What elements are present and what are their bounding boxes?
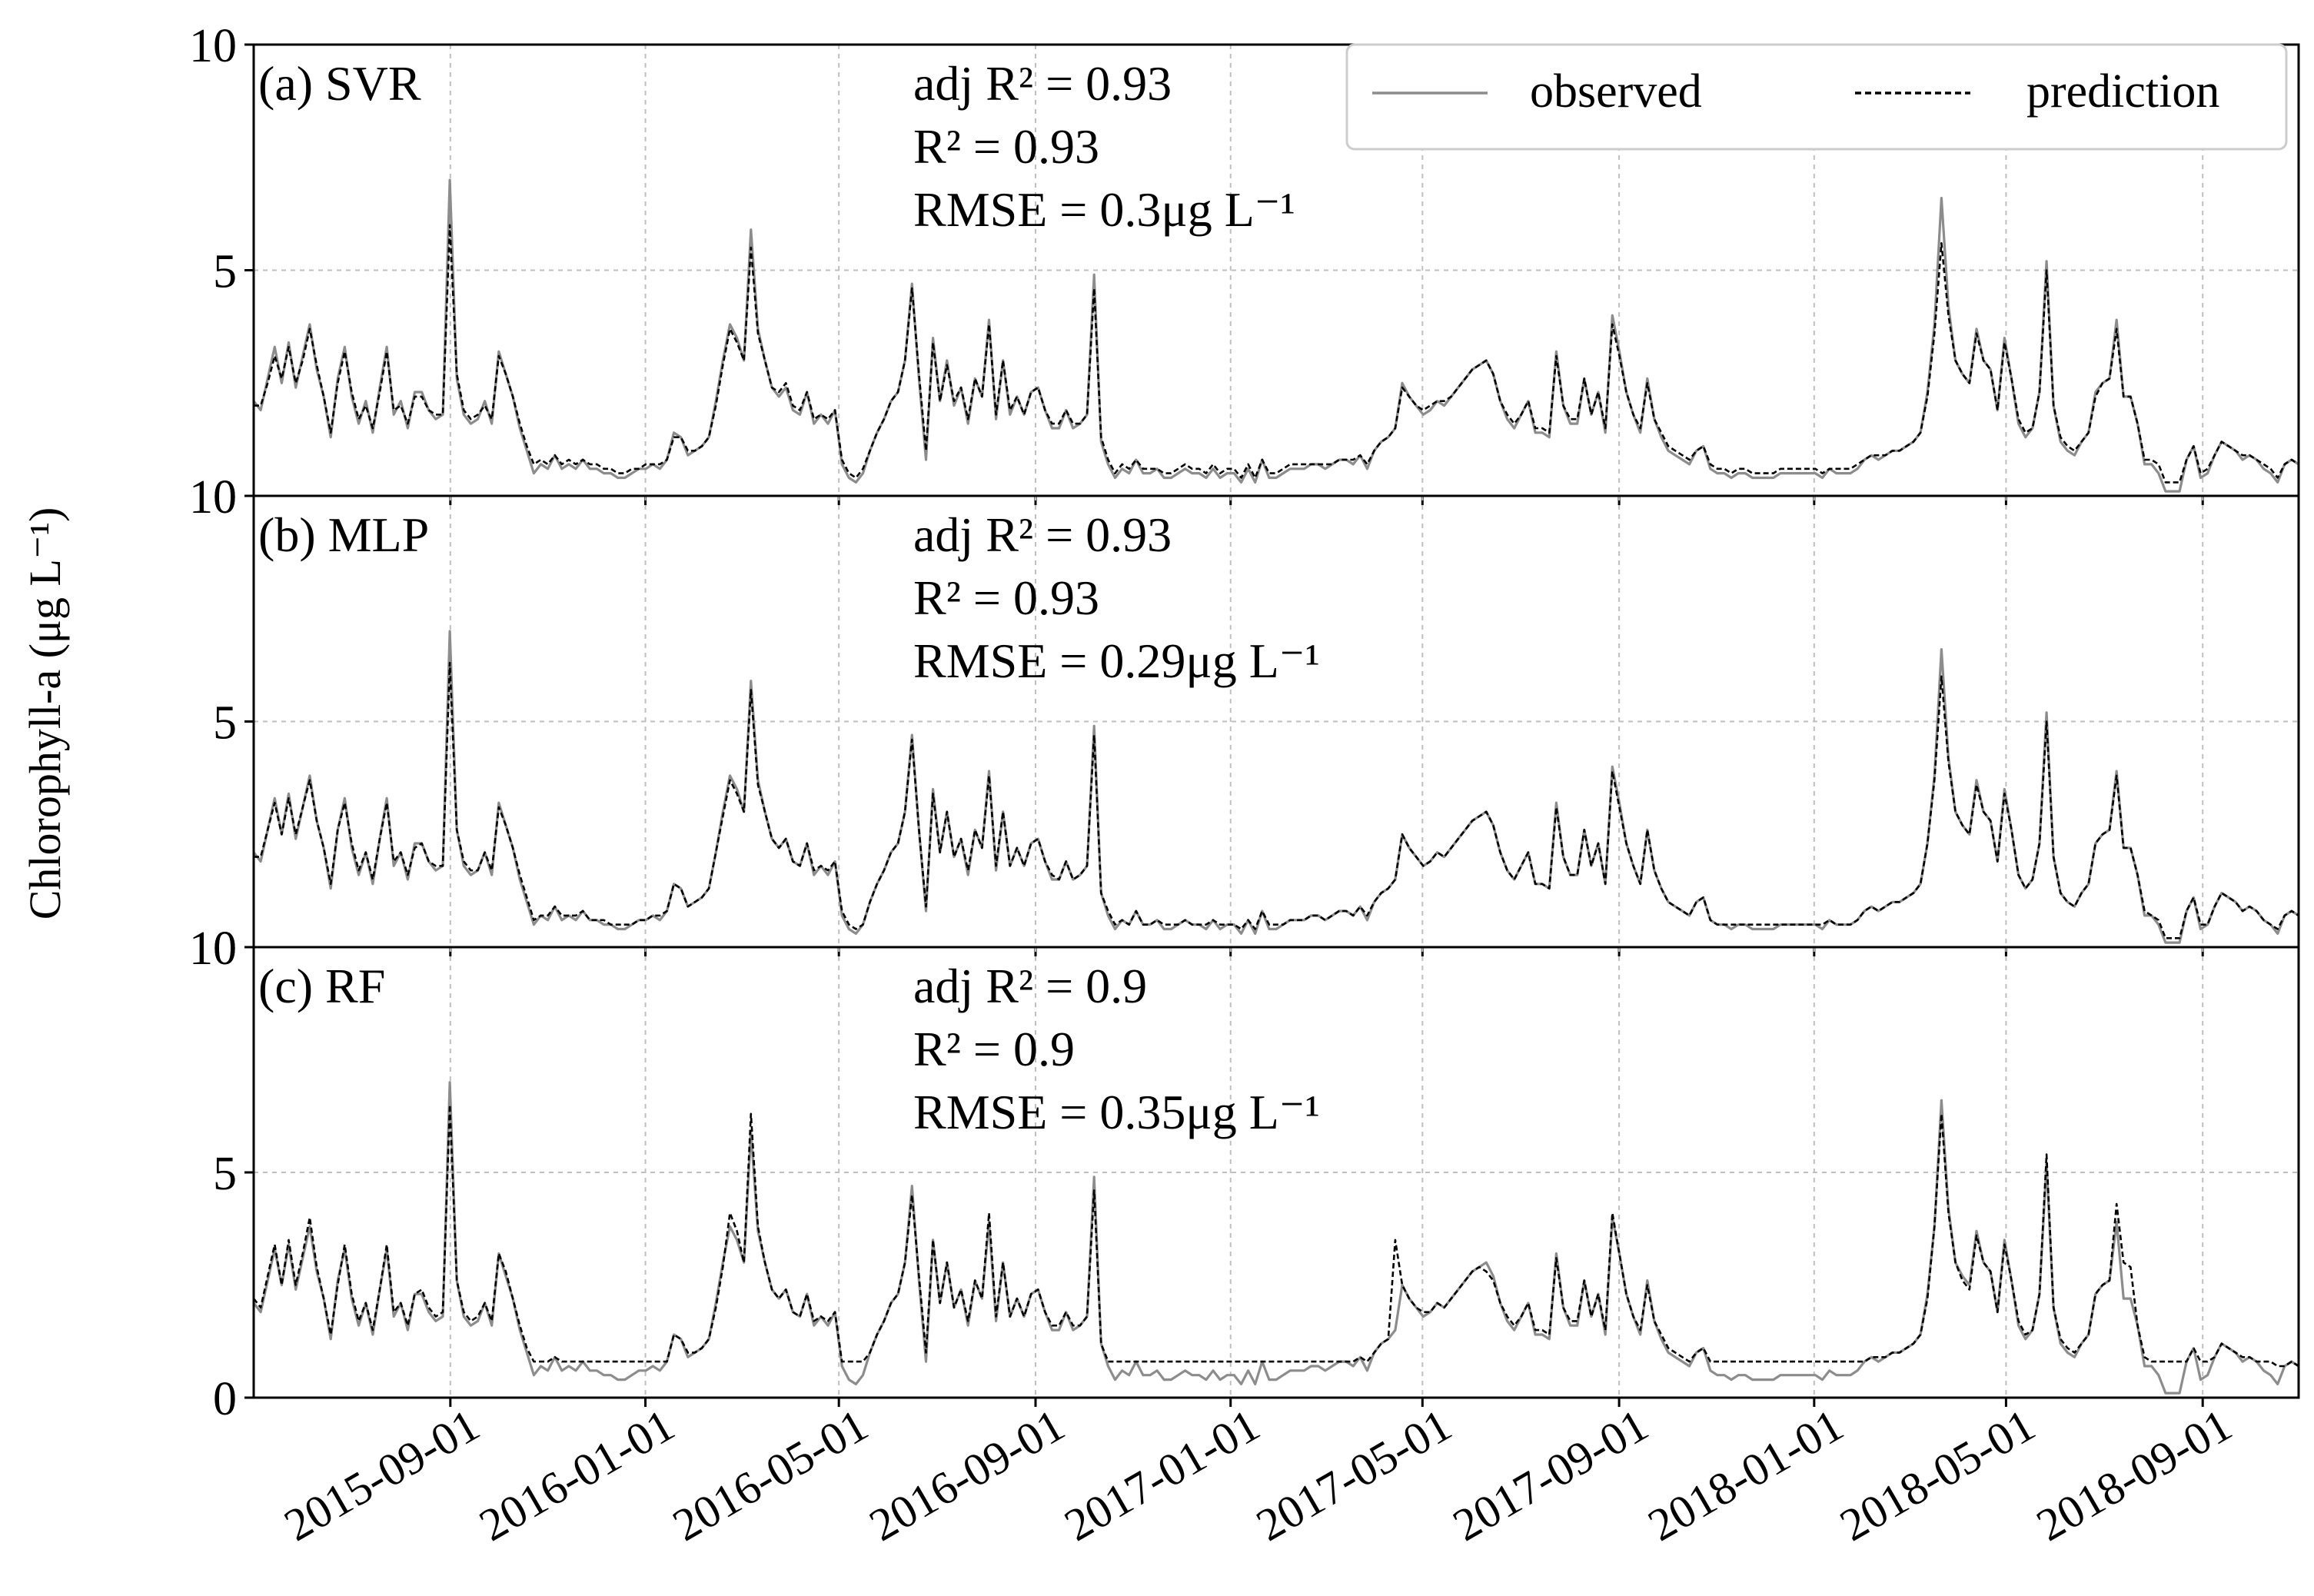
stat-adj-r2: adj R² = 0.93 bbox=[913, 507, 1172, 562]
y-tick-label: 10 bbox=[189, 471, 237, 524]
y-tick-label: 5 bbox=[213, 1148, 237, 1200]
stat-rmse: RMSE = 0.35μg L⁻¹ bbox=[913, 1085, 1320, 1139]
stat-adj-r2: adj R² = 0.9 bbox=[913, 959, 1147, 1013]
stat-r2: R² = 0.93 bbox=[913, 570, 1099, 625]
x-tick-labels: 2015-09-012016-01-012016-05-012016-09-01… bbox=[276, 1399, 2240, 1551]
x-tick-label: 2017-09-01 bbox=[1445, 1399, 1656, 1551]
panel-svr: 10 5 10 (a) SVR adj R² = 0.93 R² = 0.93 RMSE =… bbox=[189, 20, 2300, 524]
stat-rmse: RMSE = 0.29μg L⁻¹ bbox=[913, 633, 1320, 688]
stat-r2: R² = 0.9 bbox=[913, 1022, 1075, 1076]
x-tick-label: 2018-01-01 bbox=[1640, 1399, 1851, 1551]
stat-r2: R² = 0.93 bbox=[913, 119, 1099, 174]
y-tick-label: 10 bbox=[189, 923, 237, 975]
x-tick-label: 2016-09-01 bbox=[861, 1399, 1072, 1551]
x-tick-label: 2017-01-01 bbox=[1056, 1399, 1268, 1551]
y-axis-label: Chlorophyll-a (μg L⁻¹) bbox=[20, 507, 70, 920]
observed-series-line bbox=[252, 178, 2299, 493]
panel-rf: 0 5 10 (c) RF adj R² = 0.9 R² = 0.9 RMSE = 0.3… bbox=[189, 923, 2300, 1425]
panel-label: (c) RF bbox=[258, 959, 385, 1013]
y-tick-label: 10 bbox=[189, 471, 237, 524]
x-tick-label: 2016-01-01 bbox=[471, 1399, 683, 1551]
legend: observed prediction bbox=[1345, 43, 2288, 151]
y-tick-label: 10 bbox=[189, 923, 237, 975]
panel-label: (b) MLP bbox=[258, 507, 429, 562]
x-tick-label: 2015-09-01 bbox=[276, 1399, 487, 1551]
stat-adj-r2: adj R² = 0.93 bbox=[913, 56, 1172, 111]
y-tick-label: 0 bbox=[213, 1373, 237, 1425]
y-tick-label: 5 bbox=[213, 246, 237, 298]
x-tick-label: 2017-05-01 bbox=[1248, 1399, 1459, 1551]
x-tick-label: 2018-05-01 bbox=[1831, 1399, 2043, 1551]
prediction-series-line bbox=[254, 661, 2299, 939]
legend-box bbox=[1345, 43, 2288, 151]
x-tick-label: 2018-09-01 bbox=[2028, 1399, 2239, 1551]
prediction-series-line bbox=[254, 224, 2299, 484]
legend-observed-label: observed bbox=[1530, 65, 1702, 118]
prediction-series-line bbox=[252, 1103, 2299, 1368]
legend-prediction-label: prediction bbox=[2026, 65, 2219, 118]
y-tick-label: 5 bbox=[213, 697, 237, 750]
x-tick-label: 2016-05-01 bbox=[664, 1399, 876, 1551]
panel-label: (a) SVR bbox=[258, 56, 421, 111]
y-tick-label: 10 bbox=[189, 20, 237, 72]
stat-rmse: RMSE = 0.3μg L⁻¹ bbox=[913, 182, 1295, 237]
panel-mlp: 10 5 10 (b) MLP adj R² = 0.93 R² = 0.93 RMSE =… bbox=[189, 471, 2300, 975]
